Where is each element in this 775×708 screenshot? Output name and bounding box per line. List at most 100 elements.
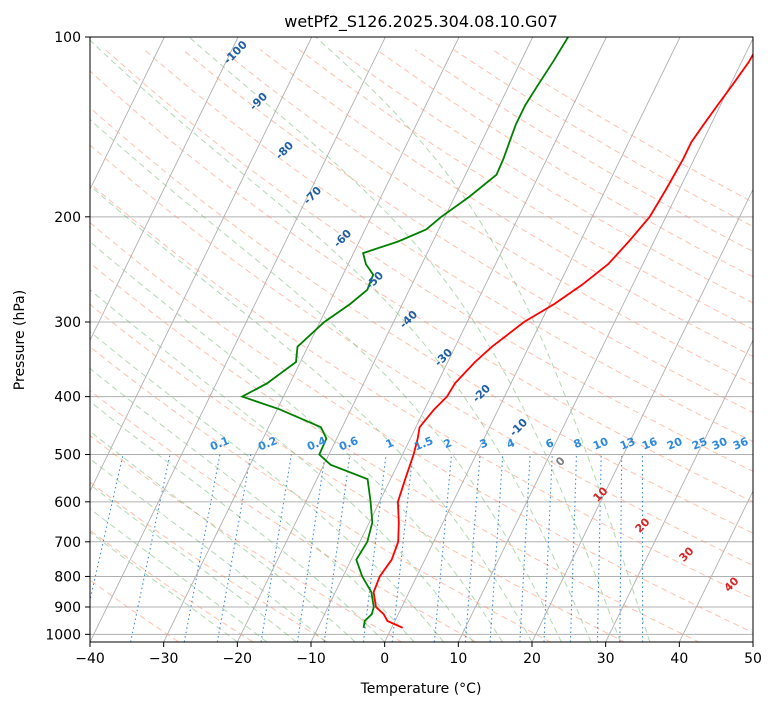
x-tick-label: 10 <box>449 651 467 667</box>
skewed-isotherm <box>236 37 534 642</box>
plot-frame <box>89 36 754 643</box>
skewed-isotherm <box>605 339 753 642</box>
dry-adiabat <box>90 389 477 642</box>
mixing-ratio-label: 20 <box>665 435 684 453</box>
mixing-ratio-label: 10 <box>591 435 610 453</box>
skewed-isotherm <box>90 37 165 191</box>
mixing-ratio-line <box>489 454 504 642</box>
dry-adiabat <box>90 579 180 642</box>
dry-adiabat <box>105 49 753 472</box>
y-tick-label: 800 <box>54 569 81 585</box>
x-tick-label: −10 <box>296 651 326 667</box>
mixing-ratio-line <box>130 454 171 642</box>
dry-adiabat <box>298 49 753 330</box>
mixing-ratio-line <box>183 454 221 642</box>
y-tick-label: 600 <box>54 495 81 511</box>
dry-adiabat <box>492 49 753 203</box>
moist-adiabat <box>90 483 297 642</box>
skewed-isotherm <box>310 37 607 642</box>
mixing-ratio-lines <box>90 454 644 642</box>
dry-adiabat <box>182 49 753 414</box>
moist-adiabats <box>90 37 651 642</box>
moist-adiabat <box>90 367 415 642</box>
dry-adiabat <box>90 262 700 642</box>
moist-adiabat <box>90 430 356 642</box>
moist-adiabat <box>90 39 592 642</box>
skewed-isotherm <box>531 188 753 642</box>
mixing-ratio-label: 16 <box>640 435 659 453</box>
isotherm-label: -10 <box>507 416 530 439</box>
moist-adiabat <box>90 184 533 642</box>
mixing-ratio-line <box>323 454 351 642</box>
isotherm-label: -40 <box>397 308 420 331</box>
mixing-ratio-label: 13 <box>618 435 637 453</box>
mixing-ratio-label: 1.5 <box>412 434 435 453</box>
skewed-isotherm <box>90 37 313 493</box>
dry-adiabats <box>90 49 753 642</box>
dry-adiabat <box>453 49 753 228</box>
mixing-ratio-line <box>569 454 578 642</box>
dry-adiabat <box>337 49 753 304</box>
moist-adiabat <box>90 508 268 642</box>
dry-adiabat <box>90 144 753 566</box>
isotherm-label: -100 <box>221 38 250 67</box>
x-axis-label: Temperature (°C) <box>360 681 482 697</box>
warm-isotherm-label: 30 <box>677 544 697 564</box>
y-tick-label: 700 <box>54 535 81 551</box>
mixing-ratio-label: 0.2 <box>256 434 279 453</box>
isotherm-label: -30 <box>432 346 455 369</box>
dry-adiabat <box>90 435 403 642</box>
y-axis-label: Pressure (hPa) <box>12 290 28 390</box>
x-tick-label: 30 <box>597 651 615 667</box>
dry-adiabat <box>90 106 753 534</box>
dry-adiabat <box>90 346 552 642</box>
dry-adiabat <box>90 221 753 634</box>
mixing-ratio-label: 3 <box>478 436 490 451</box>
isotherm-label: -90 <box>247 90 270 113</box>
moist-adiabat <box>90 531 238 642</box>
y-tick-label: 400 <box>54 390 81 406</box>
x-tick-label: 0 <box>380 651 389 667</box>
mixing-ratio-line <box>596 454 602 642</box>
dry-adiabat <box>90 182 753 600</box>
mixing-ratio-label: 1 <box>384 436 396 451</box>
dry-adiabat <box>90 303 626 642</box>
profile-series <box>239 37 753 629</box>
mixing-ratio-line <box>519 454 531 642</box>
skewed-isotherm <box>678 490 753 642</box>
isotherm-label: -80 <box>273 139 296 162</box>
moist-adiabat <box>90 240 503 642</box>
mixing-ratio-line <box>260 454 292 642</box>
mixing-ratio-label: 25 <box>690 435 709 453</box>
x-tick-label: 20 <box>523 651 541 667</box>
chart-title: wetPf2_S126.2025.304.08.10.G07 <box>284 12 558 32</box>
warm-isotherm-label: 20 <box>633 515 653 535</box>
mixing-ratio-label: 0.1 <box>208 434 231 453</box>
moist-adiabat <box>90 458 327 642</box>
mixing-ratio-label: 36 <box>731 435 750 453</box>
moist-adiabat <box>188 37 621 642</box>
y-tick-label: 500 <box>54 448 81 464</box>
mixing-ratio-line <box>90 454 124 603</box>
skewed-isotherm <box>163 37 460 642</box>
dewpoint-line <box>239 37 569 628</box>
y-axis-ticks: 100 200 300 400 500 600 700 800 900 1000 <box>45 30 90 643</box>
temperature-line <box>372 52 753 629</box>
isotherm-label: -20 <box>470 382 493 405</box>
mixing-ratio-line <box>296 454 326 642</box>
moist-adiabat <box>90 400 386 642</box>
plot-area <box>90 37 753 642</box>
mixing-ratio-line <box>619 454 623 642</box>
skewed-isotherm <box>384 37 681 642</box>
mixing-ratio-label: 8 <box>572 436 584 451</box>
dry-adiabat <box>90 70 753 503</box>
y-tick-label: 1000 <box>45 627 81 643</box>
skewed-isotherm <box>752 640 753 642</box>
moist-adiabat <box>315 37 651 642</box>
skewed-isotherm <box>90 37 386 642</box>
moist-adiabat <box>90 118 562 642</box>
y-tick-label: 900 <box>54 600 81 616</box>
mixing-ratio-label: 2 <box>442 436 454 451</box>
dry-adiabat <box>90 529 254 642</box>
